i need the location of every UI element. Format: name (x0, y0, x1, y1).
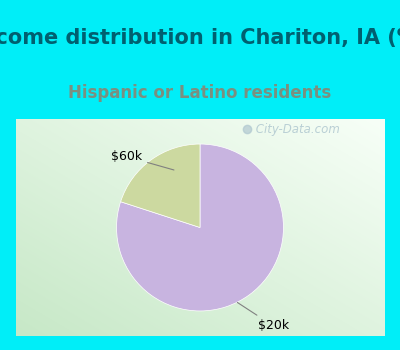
Text: City-Data.com: City-Data.com (252, 122, 340, 135)
Wedge shape (121, 144, 200, 228)
Wedge shape (116, 144, 284, 311)
Text: Income distribution in Chariton, IA (%): Income distribution in Chariton, IA (%) (0, 28, 400, 48)
Text: $20k: $20k (237, 302, 289, 332)
Text: $60k: $60k (111, 150, 174, 170)
Text: Hispanic or Latino residents: Hispanic or Latino residents (68, 84, 332, 102)
